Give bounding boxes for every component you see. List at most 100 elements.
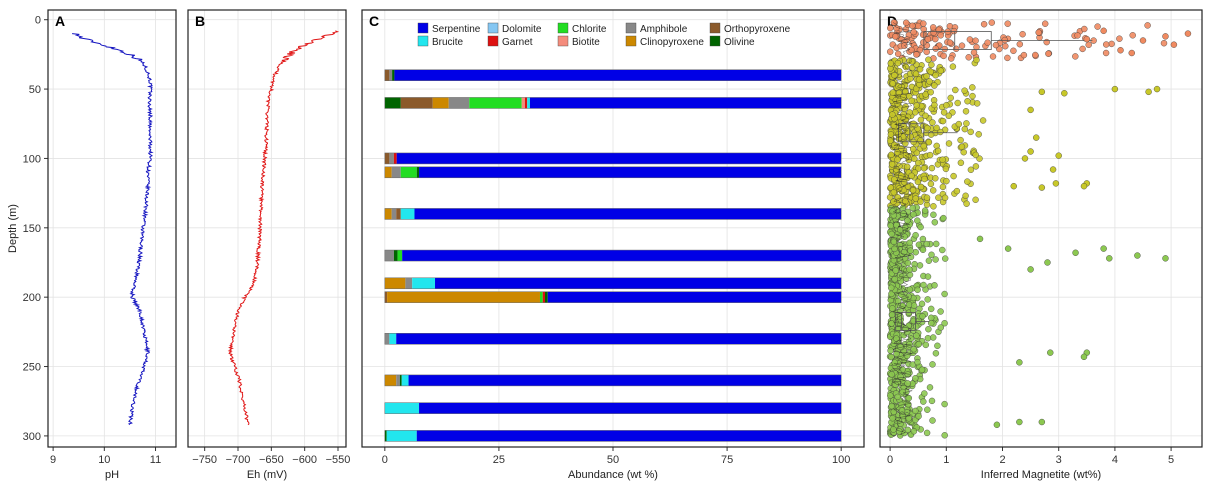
abundance-bar-segment [391,166,401,178]
magnetite-point [910,346,917,353]
panel-letter: B [195,13,205,29]
magnetite-point [924,335,932,342]
magnetite-point [945,112,952,120]
magnetite-point [957,136,964,144]
magnetite-point [919,246,927,254]
magnetite-point [888,402,895,410]
magnetite-point [924,273,932,280]
magnetite-point [962,108,970,115]
magnetite-point [888,151,895,159]
magnetite-point [891,359,898,366]
abundance-bar-segment [386,430,417,442]
magnetite-point [916,262,924,269]
abundance-bar-segment [529,97,842,109]
magnetite-point [915,241,923,248]
abundance-bar-segment [412,277,436,289]
magnetite-outlier-point [1083,35,1090,43]
panel-c-mineral-abundance: 0 25 50 75 100 Abundance (wt %) C Serpentine Bru… [361,9,865,481]
magnetite-point [932,350,940,357]
magnetite-point [906,239,913,247]
magnetite-point [917,183,925,191]
magnetite-point [894,59,902,67]
abundance-bar-segment [402,250,842,262]
magnetite-point [928,61,935,69]
magnetite-outlier-point [1170,41,1178,48]
magnetite-point [892,33,899,40]
y-tick-label: 300 [23,431,41,443]
magnetite-point [965,54,972,61]
magnetite-point [931,282,938,289]
magnetite-point [895,185,903,192]
magnetite-point [930,203,937,210]
abundance-bar-outline [384,152,842,165]
magnetite-point [902,325,909,332]
magnetite-point [934,147,942,155]
magnetite-outlier-point [993,421,1001,429]
magnetite-point [918,300,926,307]
abundance-bar-segment [384,152,390,164]
magnetite-point [887,48,894,55]
panel-frame [361,9,865,448]
magnetite-point [937,67,944,74]
magnetite-point [903,19,910,26]
magnetite-point [933,124,940,132]
magnetite-point [949,63,957,70]
magnetite-point [961,125,968,133]
magnetite-point [925,56,932,63]
magnetite-point [964,97,971,105]
magnetite-point [909,22,916,29]
x-tick-label: −750 [192,454,217,466]
magnetite-point [924,296,931,303]
magnetite-point [904,183,912,190]
magnetite-point [928,397,936,405]
magnetite-point [952,86,959,94]
magnetite-point [904,371,912,378]
magnetite-point [1041,20,1049,27]
magnetite-point [925,326,932,333]
magnetite-point [912,195,919,202]
magnetite-point [899,205,906,212]
magnetite-point [927,88,934,96]
magnetite-point [914,358,921,366]
magnetite-point [887,347,894,354]
magnetite-outlier-point [1038,418,1046,426]
magnetite-point [902,63,910,71]
legend-label: Amphibole [640,24,688,35]
magnetite-outlier-point [1038,88,1046,96]
x-tick-label: 75 [721,454,733,466]
legend-swatch [709,22,721,34]
magnetite-point [926,78,933,85]
magnetite-point [958,143,966,150]
magnetite-point [920,20,927,27]
magnetite-point [1129,32,1136,39]
magnetite-point [893,221,900,229]
magnetite-point [950,172,957,180]
magnetite-point [920,165,928,172]
abundance-bar-segment [393,250,398,262]
abundance-bar-segment [539,291,543,303]
magnetite-point [910,145,917,153]
abundance-bar-segment [432,97,449,109]
abundance-bar-segment [547,291,842,303]
magnetite-point [889,305,896,312]
magnetite-point [963,120,970,127]
abundance-bar-segment [524,97,528,109]
magnetite-point [940,52,947,60]
magnetite-point [906,286,914,293]
magnetite-outlier-point [1044,259,1051,266]
magnetite-point [912,407,919,415]
magnetite-point [1004,54,1011,62]
magnetite-outlier-point [1134,252,1141,259]
magnetite-point [904,380,911,387]
abundance-bar-segment [527,97,530,109]
abundance-bar-segment [435,277,842,289]
magnetite-point [943,177,950,185]
magnetite-point [939,156,946,163]
abundance-bar-segment [469,97,522,109]
magnetite-outlier-point [1100,245,1107,252]
magnetite-point [888,320,895,327]
magnetite-point [972,37,979,44]
magnetite-point [924,124,931,132]
x-axis-label: Inferred Magnetite (wt%) [981,469,1101,481]
magnetite-point [910,302,918,309]
